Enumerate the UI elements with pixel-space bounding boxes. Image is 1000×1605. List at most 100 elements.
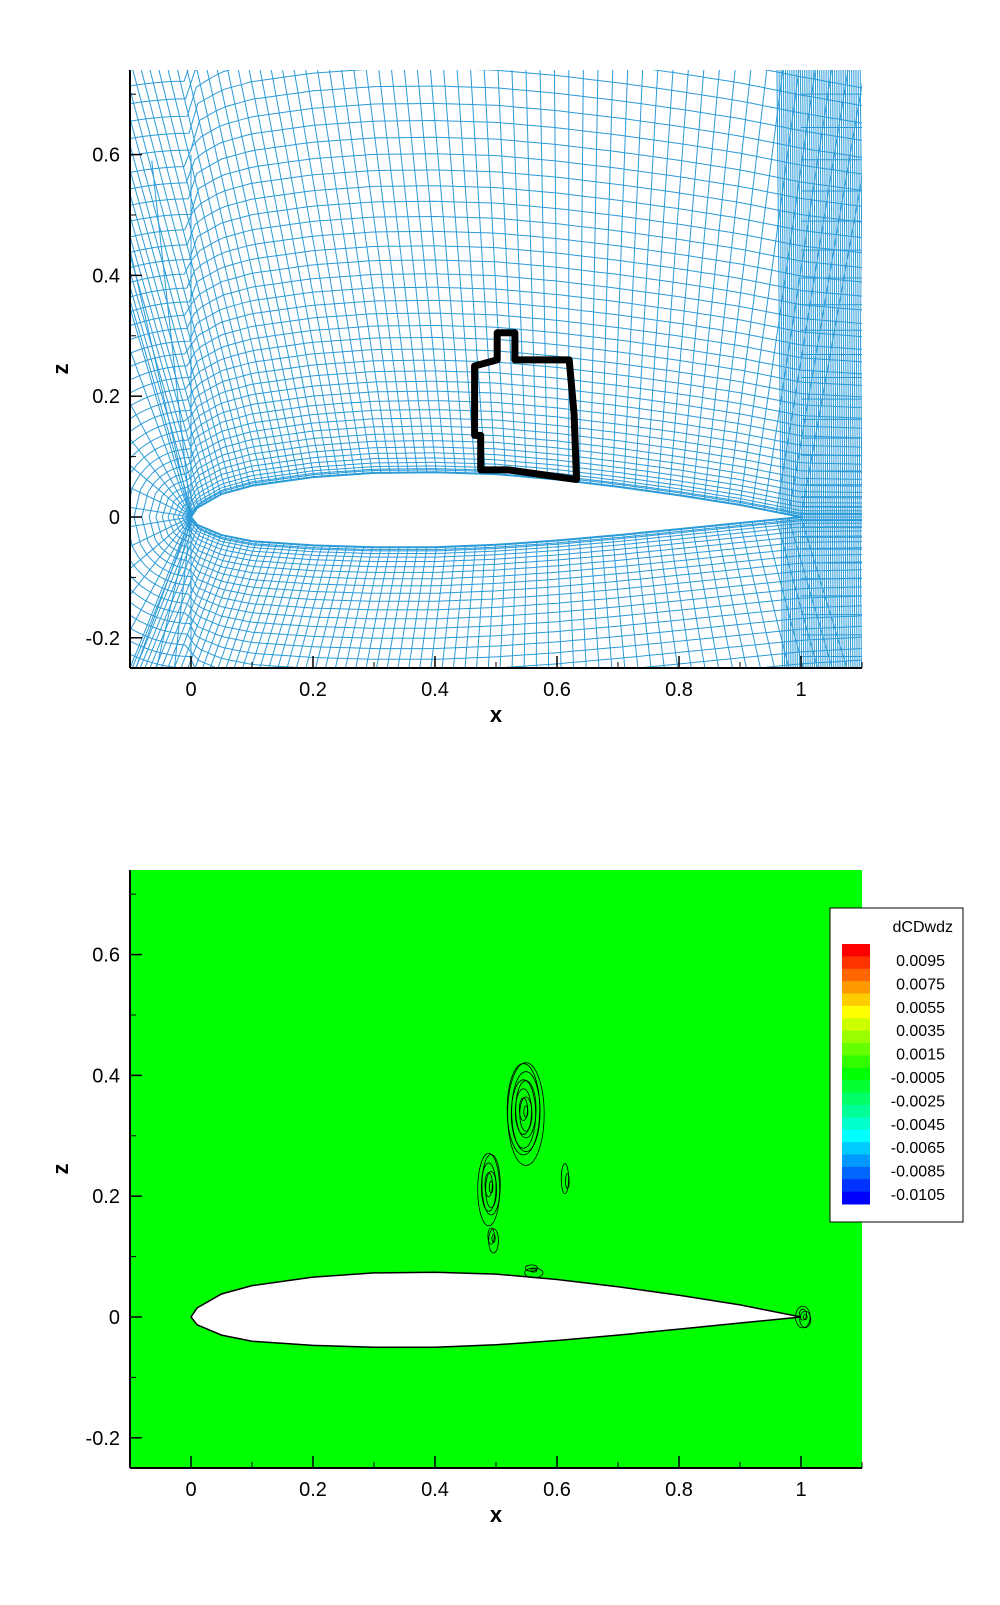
mesh-fan-line [0, 484, 191, 517]
legend-level-label: 0.0095 [896, 953, 945, 970]
x-tick-label: 1 [795, 679, 806, 701]
mesh-radial-upper [408, 0, 455, 473]
legend-swatch [842, 1043, 870, 1056]
legend-swatch [842, 1068, 870, 1081]
x-axis-title: x [490, 702, 503, 727]
mesh-radial-upper [35, 0, 193, 515]
mesh-line-lower [0, 517, 892, 774]
x-tick-label: 0.4 [421, 679, 449, 701]
legend-swatch [842, 981, 870, 994]
mesh-radial-upper [450, 0, 485, 474]
mesh-radial-lower [337, 547, 381, 758]
y-tick-label: -0.2 [86, 1428, 120, 1450]
mesh-radial-lower [646, 532, 676, 758]
y-tick-label: 0.2 [92, 1186, 120, 1208]
legend-swatch [842, 969, 870, 982]
legend-level-label: 0.0075 [896, 976, 945, 993]
mesh-line-lower [0, 517, 893, 916]
mesh-radial-lower [536, 542, 537, 759]
mesh-fan-line [79, 517, 191, 825]
mesh-radial-upper [107, 0, 243, 488]
mesh-radial-lower [325, 547, 372, 758]
y-tick-label: 0.6 [92, 145, 120, 167]
x-tick-label: 0.8 [665, 1479, 693, 1501]
legend-level-label: -0.0025 [891, 1093, 945, 1110]
color-legend: dCDwdz0.00950.00750.00550.00350.0015-0.0… [830, 908, 963, 1222]
mesh-radial-upper [253, 0, 346, 475]
legend-level-label: 0.0015 [896, 1047, 945, 1064]
field-background [130, 870, 862, 1468]
y-axis-title: z [48, 1164, 73, 1175]
x-tick-label: 1 [795, 1479, 806, 1501]
legend-level-label: -0.0105 [891, 1187, 945, 1204]
legend-swatch [842, 1093, 870, 1106]
mesh-radial-upper [32, 0, 191, 517]
mesh-fan-line [0, 517, 191, 550]
mesh-radial-upper [394, 0, 446, 473]
legend-swatch [842, 1167, 870, 1180]
mesh-radial-upper [218, 0, 322, 476]
mesh-radial-upper [613, 0, 631, 486]
mesh-radial-lower [558, 540, 563, 758]
x-tick-label: 0.4 [421, 1479, 449, 1501]
legend-swatch [842, 1192, 870, 1205]
mesh-line-lower [0, 517, 893, 899]
mesh-radial-upper [602, 0, 616, 485]
y-axis-title: z [48, 364, 73, 375]
mesh-radial-lower [728, 524, 781, 758]
legend-swatch [842, 1117, 870, 1130]
mesh-radial-lower [113, 529, 206, 759]
mesh-radial-upper [479, 0, 505, 475]
mesh-radial-lower [251, 545, 314, 758]
mesh-radial-lower [716, 525, 765, 758]
legend-swatch [842, 944, 870, 957]
mesh-radial-lower [523, 543, 527, 759]
mesh-radial-upper [704, 0, 761, 499]
mesh-radial-upper [82, 0, 226, 493]
y-tick-label: -0.2 [86, 628, 120, 650]
mesh-line-lower [0, 517, 893, 834]
mesh-radial-lower [108, 527, 202, 759]
mesh-radial-upper [135, 0, 263, 484]
mesh-line-lower [11, 517, 893, 746]
legend-swatch [842, 1142, 870, 1155]
legend-swatch [842, 1031, 870, 1044]
x-tick-label: 0 [185, 1479, 196, 1501]
mesh-fan-line [47, 517, 191, 785]
mesh-radial-lower [658, 531, 691, 758]
mesh-radial-lower [282, 546, 338, 758]
x-tick-label: 0.6 [543, 679, 571, 701]
mesh-radial-upper [164, 0, 284, 481]
mesh-radial-upper [635, 0, 663, 489]
y-tick-label: 0 [109, 507, 120, 529]
mesh-line-upper [0, 121, 893, 518]
mesh-radial-upper [591, 0, 600, 484]
legend-level-label: -0.0045 [891, 1117, 945, 1134]
mesh-radial-upper [43, 0, 198, 507]
legend-level-label: -0.0005 [891, 1070, 945, 1087]
mesh-radial-lower [635, 533, 662, 758]
mesh-radial-upper [523, 0, 536, 478]
y-tick-label: 0.4 [92, 1065, 120, 1087]
mesh-radial-upper [646, 0, 679, 491]
x-tick-label: 0 [185, 679, 196, 701]
legend-swatch [842, 1154, 870, 1167]
legend-level-label: 0.0035 [896, 1023, 945, 1040]
mesh-radial-lower [314, 547, 363, 759]
mesh-fan-line [114, 517, 191, 855]
legend-level-label: -0.0085 [891, 1164, 945, 1181]
mesh-radial-lower [547, 541, 549, 758]
x-axis-title: x [490, 1502, 503, 1527]
mesh-radial-lower [261, 546, 322, 759]
legend-swatch [842, 1080, 870, 1093]
y-tick-label: 0.6 [92, 945, 120, 967]
x-tick-label: 0.6 [543, 1479, 571, 1501]
mesh-radial-upper [436, 0, 475, 473]
legend-swatch [842, 1130, 870, 1143]
legend-swatch [842, 1006, 870, 1019]
y-tick-label: 0.4 [92, 265, 120, 287]
y-tick-label: 0 [109, 1307, 120, 1329]
plot-area [130, 870, 862, 1468]
legend-swatch [842, 1055, 870, 1068]
